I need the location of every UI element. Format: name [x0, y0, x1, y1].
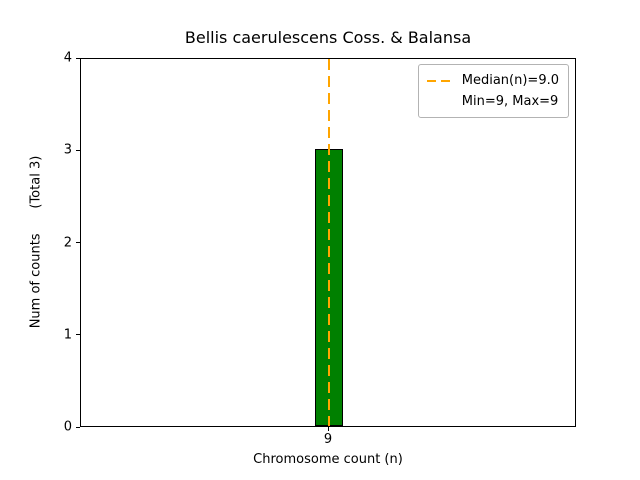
y-tick-label: 4 — [63, 50, 72, 66]
legend-label-minmax: Min=9, Max=9 — [461, 94, 559, 109]
y-axis-label: Num of counts (Total 3) — [28, 155, 44, 329]
chart-title: Bellis caerulescens Coss. & Balansa — [184, 28, 472, 47]
y-tick-label: 1 — [63, 327, 72, 343]
legend: Median(n)=9.0 Min=9, Max=9 — [417, 64, 569, 118]
x-axis-label: Chromosome count (n) — [253, 452, 403, 467]
y-tick-mark — [76, 149, 80, 151]
median-dashed-line-icon — [426, 79, 454, 82]
y-tick-mark — [76, 242, 80, 243]
empty-legend-handle — [427, 101, 454, 103]
plot-area: Median(n)=9.0 Min=9, Max=9 — [80, 58, 576, 427]
x-tick-label: 9 — [323, 432, 333, 447]
y-tick-label: 3 — [63, 142, 72, 158]
y-tick-label: 2 — [63, 235, 72, 250]
y-tick-mark — [76, 334, 80, 336]
legend-entry-median: Median(n)=9.0 — [426, 70, 559, 91]
y-tick-mark — [76, 426, 80, 428]
legend-entry-minmax: Min=9, Max=9 — [427, 91, 559, 112]
y-tick-mark — [76, 57, 80, 59]
x-tick-mark — [327, 427, 329, 431]
median-line — [328, 59, 330, 426]
y-tick-label: 0 — [63, 419, 72, 435]
legend-label-median: Median(n)=9.0 — [461, 73, 559, 88]
